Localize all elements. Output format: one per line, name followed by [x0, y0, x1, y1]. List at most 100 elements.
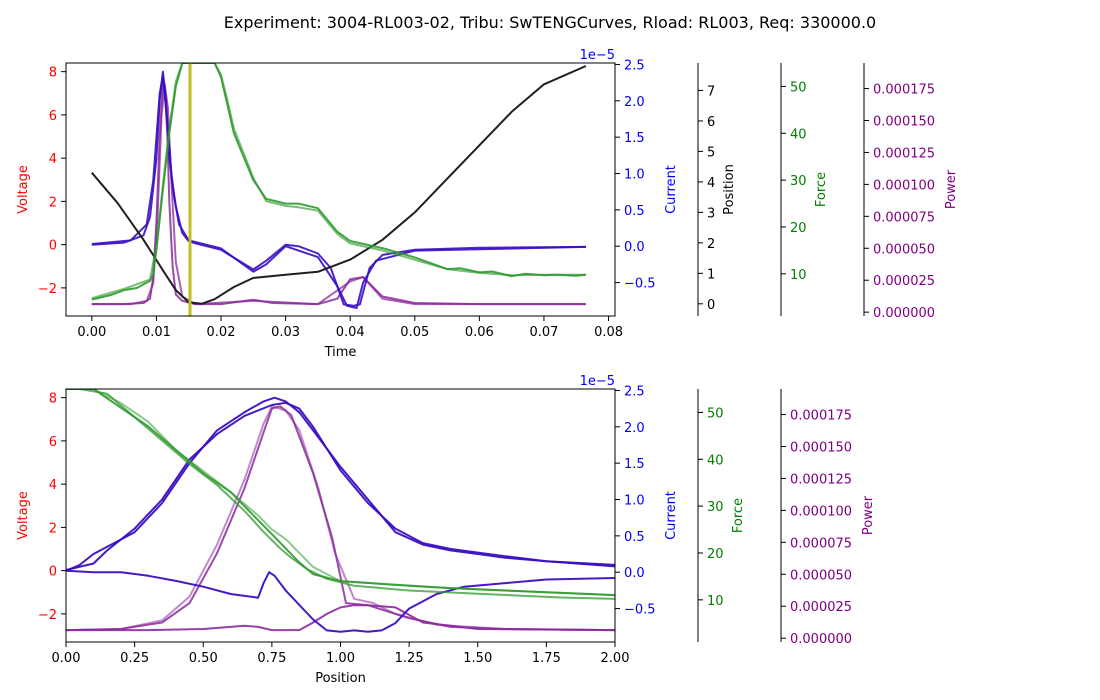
x-tick-label: 1.25 — [395, 651, 424, 666]
plot-0: 0.00 0.01 0.02 0.03 0.04 0.05 0.06 0.07 0.08Time… — [16, 48, 959, 360]
power-tick-label: 0.000025 — [873, 274, 935, 289]
position-tick-label: 5 — [707, 145, 715, 160]
current-tick-label: 1.5 — [624, 457, 645, 472]
x-tick-label: 1.50 — [463, 651, 492, 666]
power-axis-title: Power — [944, 169, 959, 209]
power-tick-label: 0.000175 — [873, 83, 935, 98]
current-tick-label: 0.0 — [624, 240, 645, 255]
force-tick-label: 10 — [707, 594, 724, 609]
power-tick-label: 0.000150 — [790, 441, 852, 456]
position-tick-label: 3 — [707, 206, 715, 221]
power-tick-label: 0.000150 — [873, 115, 935, 130]
x-tick-label: 0.02 — [207, 325, 236, 340]
force-series-line — [66, 389, 615, 600]
current-tick-label: 2.5 — [624, 384, 645, 399]
voltage-tick-label: 4 — [49, 478, 57, 493]
power-tick-label: 0.000075 — [873, 210, 935, 225]
power-axis-title: Power — [861, 495, 876, 535]
position-axis-title: Position — [722, 164, 737, 215]
voltage-tick-label: 6 — [49, 109, 57, 124]
voltage-tick-label: 4 — [49, 152, 57, 167]
x-tick-label: 0.07 — [529, 325, 558, 340]
x-tick-label: 0.04 — [336, 325, 365, 340]
x-tick-label: 0.25 — [120, 651, 149, 666]
voltage-tick-label: 0 — [49, 239, 57, 254]
position-series-line — [91, 65, 587, 305]
power-tick-label: 0.000100 — [790, 504, 852, 519]
voltage-tick-label: 8 — [49, 392, 57, 407]
x-tick-label: 0.03 — [271, 325, 300, 340]
force-tick-label: 50 — [790, 80, 807, 95]
force-tick-label: 20 — [707, 547, 724, 562]
position-tick-label: 6 — [707, 115, 715, 130]
power-tick-label: 0.000050 — [873, 242, 935, 257]
current-series-line — [66, 401, 615, 571]
power-tick-label: 0.000000 — [873, 306, 935, 321]
current-exponent-label: 1e−5 — [580, 374, 615, 389]
current-tick-label: 2.5 — [624, 58, 645, 73]
plots-group: 0.00 0.01 0.02 0.03 0.04 0.05 0.06 0.07 0.08Time… — [16, 48, 959, 686]
x-tick-label: 0.75 — [257, 651, 286, 666]
current-tick-label: −0.5 — [624, 603, 656, 618]
voltage-tick-label: 6 — [49, 435, 57, 450]
current-exponent-label: 1e−5 — [580, 48, 615, 63]
current-axis-title: Current — [664, 165, 679, 214]
x-tick-label: 2.00 — [601, 651, 630, 666]
voltage-axis-title: Voltage — [16, 165, 31, 214]
force-series-line — [66, 389, 615, 597]
force-tick-label: 50 — [707, 406, 724, 421]
x-axis-title: Time — [324, 345, 357, 360]
force-tick-label: 30 — [707, 500, 724, 515]
power-tick-label: 0.000125 — [790, 472, 852, 487]
voltage-series-line — [91, 83, 586, 306]
force-axis-title: Force — [731, 498, 746, 533]
force-tick-label: 40 — [707, 453, 724, 468]
current-tick-label: 0.5 — [624, 530, 645, 545]
voltage-axis-title: Voltage — [16, 491, 31, 540]
figure-title: Experiment: 3004-RL003-02, Tribu: SwTENG… — [224, 13, 876, 32]
current-tick-label: 2.0 — [624, 421, 645, 436]
current-tick-label: 0.5 — [624, 204, 645, 219]
power-tick-label: 0.000100 — [873, 178, 935, 193]
plot-frame — [65, 62, 616, 317]
force-tick-label: 30 — [790, 174, 807, 189]
current-tick-label: 1.0 — [624, 168, 645, 183]
x-tick-label: 0.05 — [400, 325, 429, 340]
voltage-tick-label: 2 — [49, 195, 57, 210]
current-tick-label: 1.5 — [624, 131, 645, 146]
voltage-tick-label: −2 — [38, 608, 57, 623]
voltage-series-line — [66, 604, 615, 632]
x-axis-title: Position — [315, 671, 366, 686]
power-tick-label: 0.000175 — [790, 409, 852, 424]
power-tick-label: 0.000025 — [790, 600, 852, 615]
x-tick-label: 0.08 — [594, 325, 623, 340]
voltage-tick-label: −2 — [38, 282, 57, 297]
x-tick-label: 0.06 — [465, 325, 494, 340]
series-group — [66, 389, 615, 633]
force-series-line — [91, 63, 586, 300]
x-tick-label: 0.50 — [189, 651, 218, 666]
x-tick-label: 0.00 — [52, 651, 81, 666]
plot-1: 0.00 0.25 0.50 0.75 1.00 1.25 1.50 1.75 2.00Posi… — [16, 374, 876, 686]
current-series-line — [66, 569, 615, 633]
voltage-tick-label: 0 — [49, 565, 57, 580]
x-tick-label: 1.00 — [326, 651, 355, 666]
position-tick-label: 4 — [707, 176, 715, 191]
force-axis-title: Force — [814, 172, 829, 207]
x-tick-label: 1.75 — [532, 651, 561, 666]
force-tick-label: 20 — [790, 221, 807, 236]
voltage-tick-label: 8 — [49, 66, 57, 81]
position-tick-label: 0 — [707, 298, 715, 313]
force-tick-label: 40 — [790, 127, 807, 142]
power-tick-label: 0.000000 — [790, 632, 852, 647]
power-tick-label: 0.000050 — [790, 568, 852, 583]
power-tick-label: 0.000125 — [873, 146, 935, 161]
force-tick-label: 10 — [790, 268, 807, 283]
current-tick-label: 2.0 — [624, 95, 645, 110]
series-group — [91, 63, 587, 309]
power-tick-label: 0.000075 — [790, 536, 852, 551]
current-axis-title: Current — [664, 491, 679, 540]
voltage-tick-label: 2 — [49, 521, 57, 536]
position-tick-label: 7 — [707, 84, 715, 99]
